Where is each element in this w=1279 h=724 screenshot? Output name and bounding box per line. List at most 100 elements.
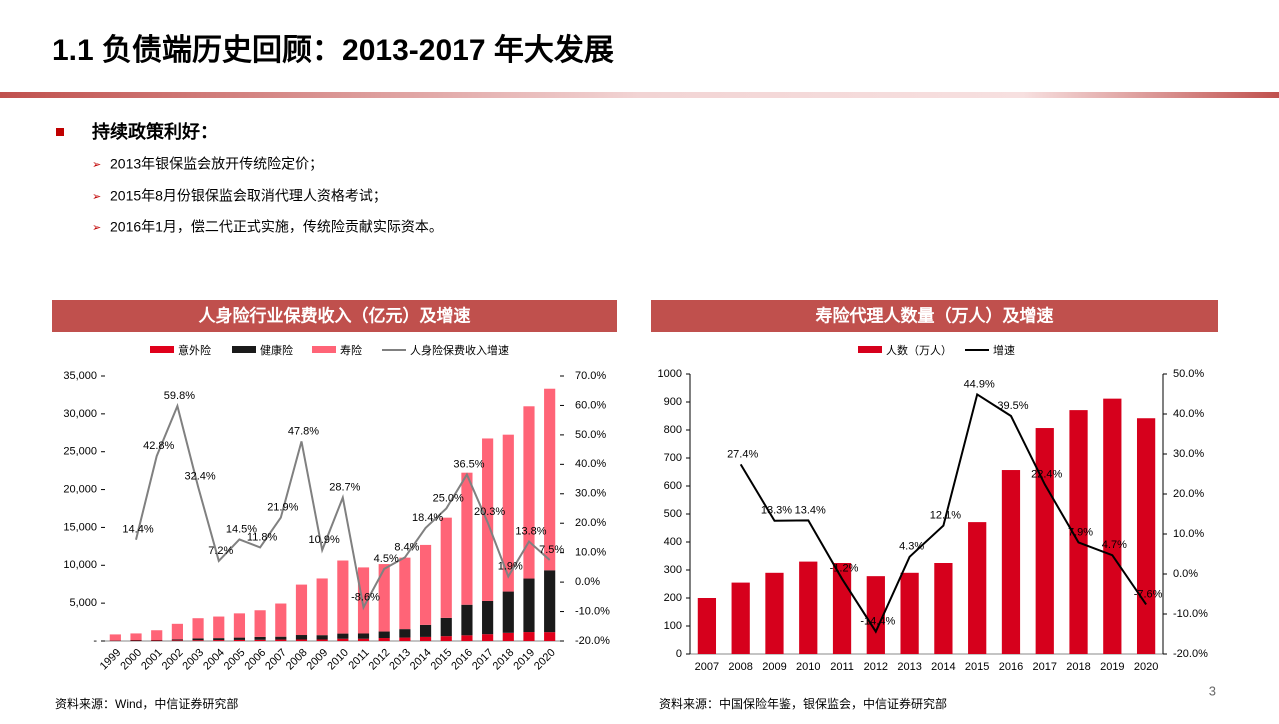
bar	[192, 618, 203, 638]
bar	[255, 637, 266, 640]
x-tick-label: 2019	[511, 647, 537, 673]
data-label: 11.8%	[247, 531, 278, 543]
y2-tick-label: 50.0%	[1173, 368, 1204, 380]
data-label: 36.5%	[453, 459, 484, 471]
bar	[482, 634, 493, 641]
data-label: 13.3%	[761, 505, 792, 517]
y2-tick-label: 20.0%	[575, 517, 606, 529]
legend-label: 健康险	[260, 343, 293, 357]
bar	[234, 613, 245, 637]
legend-swatch	[858, 346, 882, 353]
bar	[337, 634, 348, 639]
y-tick-label: 5,000	[69, 597, 97, 609]
data-label: 25.0%	[433, 492, 464, 504]
title-rule	[0, 92, 1279, 98]
x-tick-label: 2003	[180, 647, 206, 673]
bar	[399, 629, 410, 637]
x-tick-label: 2008	[728, 661, 752, 673]
x-tick-label: 2010	[325, 647, 351, 673]
x-tick-label: 2017	[470, 647, 496, 673]
bar	[130, 633, 141, 640]
bar	[1103, 399, 1121, 654]
y-tick-label: 500	[664, 508, 682, 520]
bar	[151, 640, 162, 641]
bar	[900, 573, 918, 654]
data-label: 13.4%	[795, 504, 826, 516]
data-label: 47.8%	[288, 425, 319, 437]
x-tick-label: 2018	[491, 647, 517, 673]
legend-label: 人数（万人）	[886, 344, 952, 357]
bar	[833, 563, 851, 654]
legend-label: 意外险	[178, 343, 211, 357]
bar	[255, 640, 266, 641]
bar	[379, 638, 390, 641]
bar	[420, 637, 431, 641]
x-tick-label: 2019	[1100, 661, 1124, 673]
y-tick-label: 600	[664, 480, 682, 492]
y2-tick-label: 20.0%	[1173, 488, 1204, 500]
bar	[698, 598, 716, 654]
bar	[130, 640, 141, 641]
y2-tick-label: -20.0%	[1173, 648, 1208, 660]
bullet-heading: 持续政策利好：	[92, 121, 218, 142]
bar	[934, 563, 952, 654]
data-label: -14.4%	[860, 616, 895, 628]
bar	[275, 637, 286, 640]
data-label: 7.2%	[208, 545, 233, 557]
legend-label: 增速	[993, 343, 1015, 357]
bar	[765, 573, 783, 654]
bar	[1036, 428, 1054, 654]
x-tick-label: 2011	[830, 661, 854, 673]
x-tick-label: 2016	[449, 647, 475, 673]
bar	[1137, 418, 1155, 654]
sub-marker: ➢	[92, 159, 101, 171]
y2-tick-label: 30.0%	[575, 488, 606, 500]
y-tick-label: 200	[664, 592, 682, 604]
bar	[172, 624, 183, 640]
bar	[192, 640, 203, 641]
y2-tick-label: 70.0%	[575, 370, 606, 382]
y2-tick-label: 10.0%	[575, 547, 606, 559]
bar	[296, 639, 307, 641]
bar	[172, 640, 183, 641]
x-tick-label: 2012	[367, 647, 393, 673]
chart-source: 资料来源：中国保险年鉴，银保监会，中信证券研究部	[659, 696, 947, 711]
page-number: 3	[1209, 683, 1216, 698]
x-tick-label: 2004	[201, 647, 227, 673]
legend-swatch	[312, 346, 336, 353]
y2-tick-label: 10.0%	[1173, 528, 1204, 540]
y-tick-label: 15,000	[63, 521, 97, 533]
sub-marker: ➢	[92, 222, 101, 234]
bullet-marker	[56, 128, 64, 136]
x-tick-label: 2017	[1033, 661, 1057, 673]
bar	[275, 604, 286, 637]
legend-swatch	[232, 346, 256, 353]
bar	[234, 640, 245, 641]
x-tick-label: 2009	[305, 647, 331, 673]
y-tick-label: 35,000	[63, 370, 97, 382]
x-tick-label: 2015	[429, 647, 455, 673]
y-tick-label: 20,000	[63, 483, 97, 495]
bar	[544, 570, 555, 632]
y-tick-label: 100	[664, 620, 682, 632]
data-label: 27.4%	[727, 448, 758, 460]
x-tick-label: 2014	[931, 661, 955, 673]
data-label: 20.3%	[474, 506, 505, 518]
x-tick-label: 2020	[1134, 661, 1158, 673]
data-label: 42.8%	[143, 440, 174, 452]
chart-title: 寿险代理人数量（万人）及增速	[816, 305, 1054, 325]
x-tick-label: 2020	[532, 647, 558, 673]
bullet: 2013年银保监会放开传统险定价；	[110, 156, 323, 173]
data-label: 4.5%	[374, 553, 399, 565]
x-tick-label: 2006	[242, 647, 268, 673]
sub-marker: ➢	[92, 191, 101, 203]
bar	[503, 633, 514, 641]
bar	[420, 625, 431, 637]
data-label: 4.3%	[899, 541, 924, 553]
data-label: 18.4%	[412, 512, 443, 524]
data-label: 7.5%	[539, 544, 564, 556]
y-tick-label: 0	[676, 648, 682, 660]
data-label: -1.2%	[830, 563, 859, 575]
bar	[213, 638, 224, 640]
